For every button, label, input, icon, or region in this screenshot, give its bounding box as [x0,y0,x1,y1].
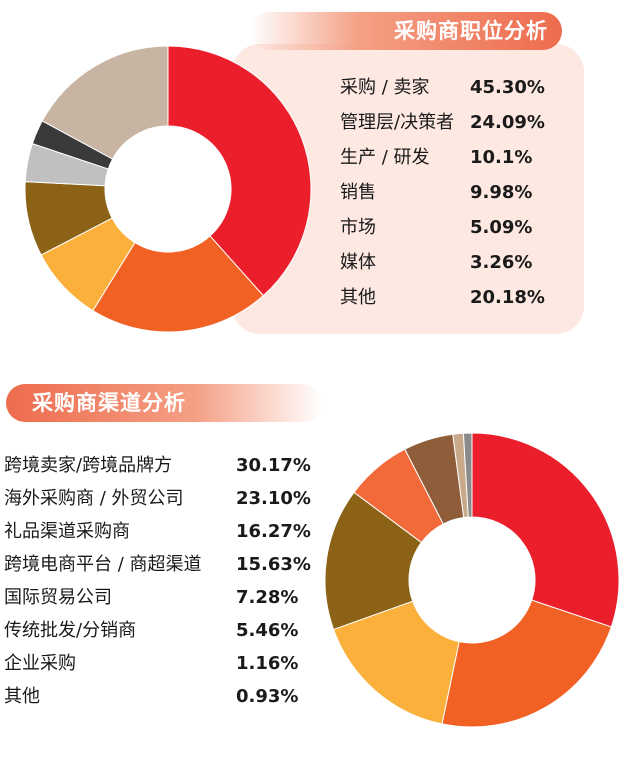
roles-slice-1 [167,45,312,297]
roles-legend-label: 市场 [340,217,376,238]
channels-legend-label: 企业采购 [4,653,76,674]
channels-legend-label: 跨境电商平台 / 商超渠道 [4,554,202,575]
roles-legend-label: 管理层/决策者 [340,112,455,133]
channels-legend-label: 海外采购商 / 外贸公司 [4,488,184,509]
roles-donut-chart [24,45,312,333]
channels-slice-3 [332,600,460,725]
roles-legend-label: 媒体 [340,252,376,273]
roles-legend-pct: 3.26% [470,252,533,273]
roles-slice-2 [92,235,265,333]
roles-legend-item: 采购 / 卖家 [340,76,430,100]
channels-slice-8 [462,432,473,518]
channels-legend-pct: 30.17% [236,455,311,476]
channels-legend-pct: 0.93% [236,686,299,707]
channels-legend-label: 礼品渠道采购商 [4,521,130,542]
channels-legend-label: 国际贸易公司 [4,587,112,608]
roles-legend-pct: 9.98% [470,182,533,203]
channels-title: 采购商渠道分析 [6,384,322,422]
channels-legend-pct: 23.10% [236,488,311,509]
roles-legend-pct: 20.18% [470,287,545,308]
roles-slice-7 [41,45,169,160]
roles-legend-pct: 10.1% [470,147,533,168]
roles-legend-item: 其他 [340,286,376,310]
roles-legend-pct: 24.09% [470,112,545,133]
channels-legend-pct: 16.27% [236,521,311,542]
roles-title: 采购商职位分析 [250,12,562,50]
roles-legend-label: 采购 / 卖家 [340,77,430,98]
roles-legend-item: 销售 [340,181,376,205]
channels-legend-label: 跨境卖家/跨境品牌方 [4,455,173,476]
roles-legend-label: 销售 [340,182,376,203]
channels-legend-label: 其他 [4,686,40,707]
roles-legend-item: 市场 [340,216,376,240]
channels-slice-1 [471,432,620,628]
channels-legend-pct: 5.46% [236,620,299,641]
channels-slice-4 [324,491,423,631]
channels-legend-pct: 15.63% [236,554,311,575]
roles-legend-pct: 45.30% [470,77,545,98]
roles-legend-label: 生产 / 研发 [340,147,430,168]
channels-slice-2 [441,599,612,728]
roles-legend-item: 管理层/决策者 [340,111,454,135]
channels-legend-label: 传统批发/分销商 [4,620,137,641]
roles-legend-pct: 5.09% [470,217,533,238]
roles-legend-label: 其他 [340,287,376,308]
roles-legend-item: 媒体 [340,251,376,275]
channels-donut-chart [324,432,620,728]
roles-legend-item: 生产 / 研发 [340,146,430,170]
channels-legend-pct: 7.28% [236,587,299,608]
channels-legend-pct: 1.16% [236,653,299,674]
